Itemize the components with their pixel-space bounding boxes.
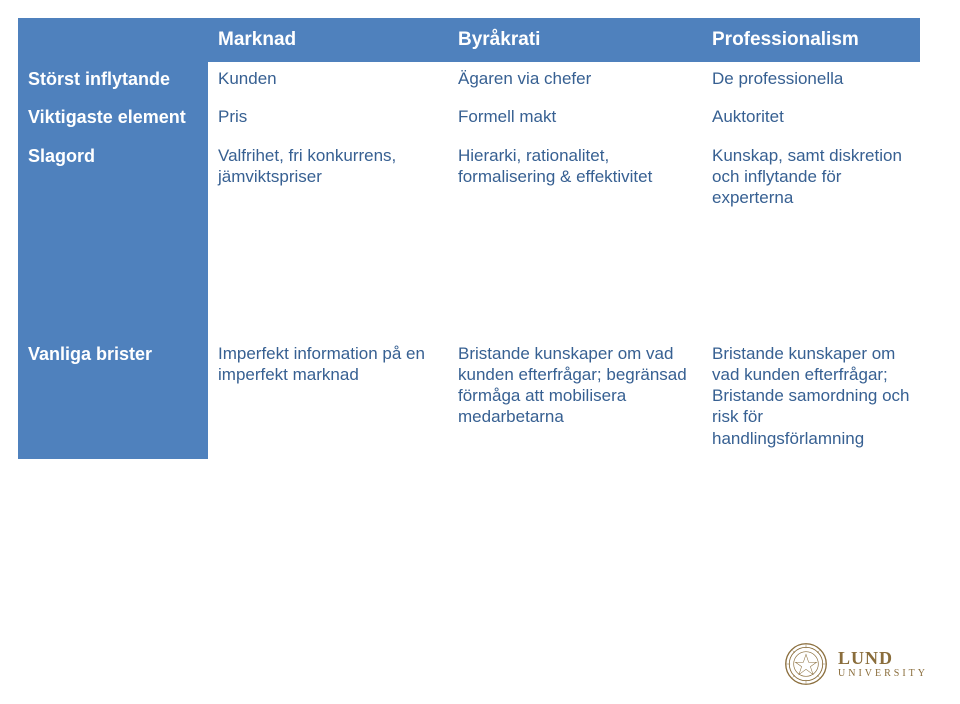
header-blank [18, 18, 208, 62]
cell: Formell makt [448, 100, 702, 139]
cell: Kunden [208, 62, 448, 101]
cell: Hierarki, rationalitet, formalisering & … [448, 139, 702, 219]
row-label: Störst inflytande [18, 62, 208, 101]
cell: Valfrihet, fri konkurrens, jämviktsprise… [208, 139, 448, 219]
wordmark-line1: LUND [838, 650, 928, 666]
table-row: Viktigaste element Pris Formell makt Auk… [18, 100, 920, 139]
university-wordmark: LUND UNIVERSITY [838, 650, 928, 677]
cell: Pris [208, 100, 448, 139]
cell: Ägaren via chefer [448, 62, 702, 101]
header-marknad: Marknad [208, 18, 448, 62]
slide: Marknad Byråkrati Professionalism Störst… [0, 0, 960, 704]
cell: Bristande kunskaper om vad kunden efterf… [702, 337, 920, 459]
header-byrakrati: Byråkrati [448, 18, 702, 62]
cell: Auktoritet [702, 100, 920, 139]
footer-logo: LUND UNIVERSITY [784, 642, 928, 686]
university-seal-icon [784, 642, 828, 686]
table-row: Störst inflytande Kunden Ägaren via chef… [18, 62, 920, 101]
table-row: Vanliga brister Imperfekt information på… [18, 337, 920, 459]
row-label: Vanliga brister [18, 337, 208, 459]
row-label: Slagord [18, 139, 208, 219]
table-gap-row [18, 219, 920, 337]
comparison-table: Marknad Byråkrati Professionalism Störst… [18, 18, 920, 459]
cell: Bristande kunskaper om vad kunden efterf… [448, 337, 702, 459]
table-row: Slagord Valfrihet, fri konkurrens, jämvi… [18, 139, 920, 219]
wordmark-line2: UNIVERSITY [838, 667, 928, 678]
cell: De professionella [702, 62, 920, 101]
header-professionalism: Professionalism [702, 18, 920, 62]
row-label: Viktigaste element [18, 100, 208, 139]
cell: Kunskap, samt diskretion och inflytande … [702, 139, 920, 219]
cell: Imperfekt information på en imperfekt ma… [208, 337, 448, 459]
table-header-row: Marknad Byråkrati Professionalism [18, 18, 920, 62]
